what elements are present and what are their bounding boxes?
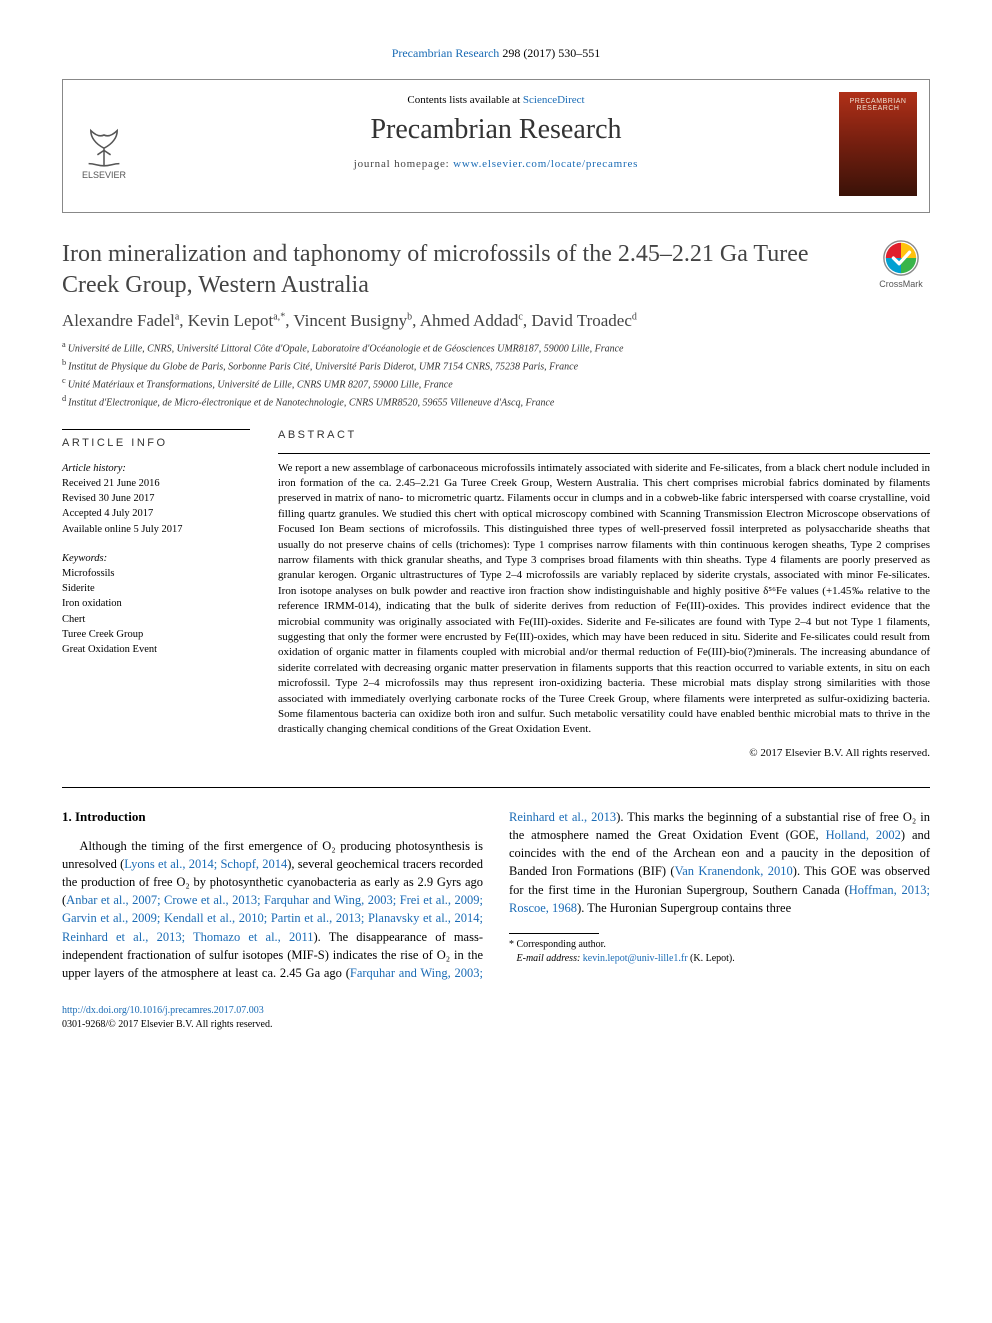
keyword: Iron oxidation bbox=[62, 596, 250, 611]
crossmark-badge[interactable]: CrossMark bbox=[872, 239, 930, 289]
article-info-label: ARTICLE INFO bbox=[62, 429, 250, 449]
author[interactable]: David Troadec bbox=[531, 311, 632, 330]
affil-mark: a bbox=[175, 312, 179, 323]
cover-text-1: PRECAMBRIAN bbox=[850, 98, 907, 105]
doi-link[interactable]: http://dx.doi.org/10.1016/j.precamres.20… bbox=[62, 1004, 930, 1018]
affiliation: dInstitut d'Electronique, de Micro-élect… bbox=[62, 393, 930, 411]
citation-link[interactable]: Lyons et al., 2014; Schopf, 2014 bbox=[124, 857, 287, 871]
crossmark-icon bbox=[882, 239, 920, 277]
keyword: Great Oxidation Event bbox=[62, 642, 250, 657]
abstract-label: ABSTRACT bbox=[278, 429, 930, 441]
keywords-head: Keywords: bbox=[62, 551, 250, 566]
author[interactable]: Ahmed Addad bbox=[420, 311, 519, 330]
body-two-column: 1. Introduction Although the timing of t… bbox=[62, 808, 930, 982]
abstract-copyright: © 2017 Elsevier B.V. All rights reserved… bbox=[278, 746, 930, 761]
divider bbox=[62, 787, 930, 788]
running-head-cite: 298 (2017) 530–551 bbox=[502, 46, 600, 60]
doi-block: http://dx.doi.org/10.1016/j.precamres.20… bbox=[62, 1004, 930, 1032]
section-heading: 1. Introduction bbox=[62, 808, 483, 827]
history-head: Article history: bbox=[62, 461, 250, 476]
affil-mark: c bbox=[518, 312, 522, 323]
keyword: Siderite bbox=[62, 581, 250, 596]
article-title: Iron mineralization and taphonomy of mic… bbox=[62, 239, 860, 301]
email-label: E-mail address: bbox=[517, 953, 583, 964]
journal-homepage-line: journal homepage: www.elsevier.com/locat… bbox=[77, 158, 915, 170]
sciencedirect-link[interactable]: ScienceDirect bbox=[523, 94, 585, 106]
keywords-block: Keywords: Microfossils Siderite Iron oxi… bbox=[62, 551, 250, 658]
journal-cover-thumbnail[interactable]: PRECAMBRIAN RESEARCH bbox=[839, 92, 917, 196]
affil-mark: d bbox=[632, 312, 637, 323]
abstract-body: We report a new assemblage of carbonaceo… bbox=[278, 462, 930, 736]
running-head-journal[interactable]: Precambrian Research bbox=[392, 46, 500, 60]
masthead: ELSEVIER PRECAMBRIAN RESEARCH Contents l… bbox=[62, 79, 930, 213]
affiliation: bInstitut de Physique du Globe de Paris,… bbox=[62, 357, 930, 375]
affiliation: cUnité Matériaux et Transformations, Uni… bbox=[62, 375, 930, 393]
affiliation: aUniversité de Lille, CNRS, Université L… bbox=[62, 339, 930, 357]
contents-pre: Contents lists available at bbox=[407, 94, 522, 106]
info-abstract-row: ARTICLE INFO Article history: Received 2… bbox=[62, 429, 930, 761]
affil-mark: b bbox=[407, 312, 412, 323]
author[interactable]: Vincent Busigny bbox=[293, 311, 407, 330]
publisher-logo[interactable]: ELSEVIER bbox=[75, 112, 133, 180]
email-tail: (K. Lepot). bbox=[688, 953, 735, 964]
issn-copyright: 0301-9268/© 2017 Elsevier B.V. All right… bbox=[62, 1018, 930, 1032]
abstract-column: ABSTRACT We report a new assemblage of c… bbox=[278, 429, 930, 761]
footnotes: * Corresponding author. E-mail address: … bbox=[509, 938, 930, 966]
keyword: Chert bbox=[62, 612, 250, 627]
page: Precambrian Research 298 (2017) 530–551 … bbox=[0, 0, 992, 1062]
publisher-name: ELSEVIER bbox=[82, 170, 126, 180]
author[interactable]: Alexandre Fadel bbox=[62, 311, 175, 330]
running-head: Precambrian Research 298 (2017) 530–551 bbox=[62, 46, 930, 61]
history-received: Received 21 June 2016 bbox=[62, 476, 250, 491]
email-line: E-mail address: kevin.lepot@univ-lille1.… bbox=[509, 952, 930, 966]
crossmark-label: CrossMark bbox=[879, 279, 923, 289]
article-history: Article history: Received 21 June 2016 R… bbox=[62, 461, 250, 537]
citation-link[interactable]: Van Kranendonk, 2010 bbox=[675, 864, 793, 878]
contents-line: Contents lists available at ScienceDirec… bbox=[77, 94, 915, 106]
abstract-text: We report a new assemblage of carbonaceo… bbox=[278, 453, 930, 761]
corresponding-mark: * bbox=[280, 312, 285, 323]
corresponding-author-note: * Corresponding author. bbox=[509, 938, 930, 952]
email-link[interactable]: kevin.lepot@univ-lille1.fr bbox=[583, 953, 688, 964]
authors-line: Alexandre Fadela, Kevin Lepota,*, Vincen… bbox=[62, 311, 930, 331]
keyword: Turee Creek Group bbox=[62, 627, 250, 642]
homepage-pre: journal homepage: bbox=[354, 158, 453, 170]
citation-link[interactable]: Holland, 2002 bbox=[826, 828, 901, 842]
cover-text-2: RESEARCH bbox=[857, 105, 900, 112]
article-info: ARTICLE INFO Article history: Received 2… bbox=[62, 429, 250, 761]
footnote-rule bbox=[509, 933, 599, 934]
journal-name: Precambrian Research bbox=[77, 114, 915, 146]
keyword: Microfossils bbox=[62, 566, 250, 581]
history-revised: Revised 30 June 2017 bbox=[62, 491, 250, 506]
homepage-url[interactable]: www.elsevier.com/locate/precamres bbox=[453, 158, 638, 170]
affiliations: aUniversité de Lille, CNRS, Université L… bbox=[62, 339, 930, 410]
title-row: Iron mineralization and taphonomy of mic… bbox=[62, 239, 930, 301]
history-accepted: Accepted 4 July 2017 bbox=[62, 506, 250, 521]
history-online: Available online 5 July 2017 bbox=[62, 522, 250, 537]
author[interactable]: Kevin Lepot bbox=[188, 311, 273, 330]
elsevier-tree-icon bbox=[82, 124, 126, 168]
